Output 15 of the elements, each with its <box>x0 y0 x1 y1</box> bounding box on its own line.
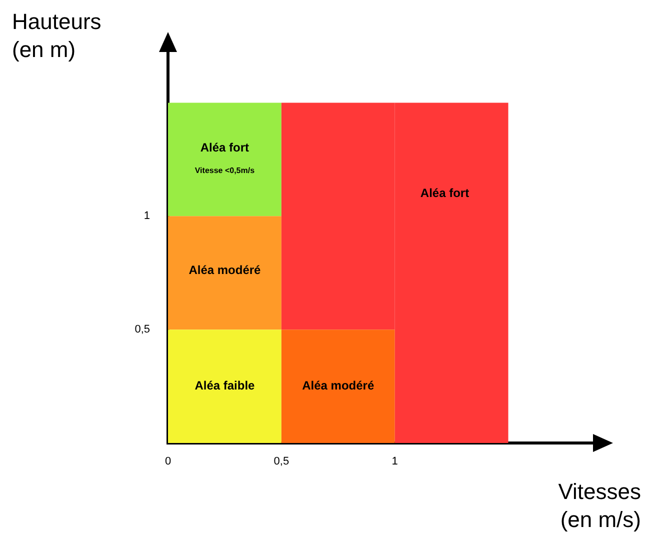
annotation: Aléa fort <box>200 140 250 154</box>
annotation: Aléa fort <box>420 186 470 200</box>
bar <box>168 216 282 330</box>
bar <box>168 102 282 216</box>
x-tick-label: 1 <box>392 456 398 468</box>
bar <box>168 330 282 443</box>
x-tick-label: 0 <box>164 456 172 468</box>
x-tick-label: 0,5 <box>274 456 290 468</box>
y-axis-title: Hauteurs (en m) <box>12 8 102 64</box>
annotation: Aléa faible <box>194 378 256 393</box>
annotation: Vitesse <0,5m/s <box>194 166 256 175</box>
annotation: Aléa modéré <box>302 378 374 393</box>
annotation: Aléa modéré <box>188 262 262 277</box>
x-axis-title: Vitesses (en m/s) <box>558 478 641 534</box>
bar <box>281 330 395 443</box>
